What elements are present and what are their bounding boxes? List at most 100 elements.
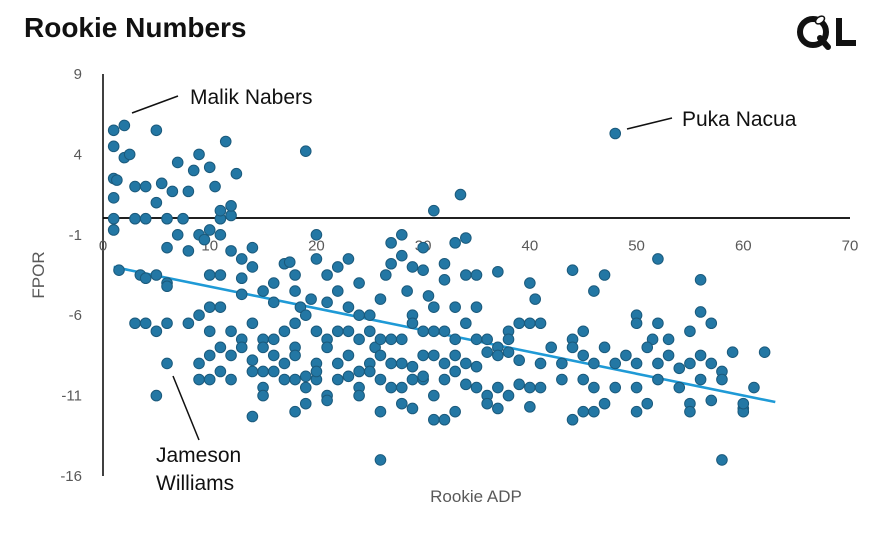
scatter-point: [449, 405, 461, 418]
scatter-point: [299, 381, 312, 394]
scatter-point: [428, 349, 440, 362]
scatter-point: [428, 204, 440, 217]
scatter-point: [716, 373, 728, 386]
scatter-point: [214, 269, 227, 281]
scatter-point: [470, 333, 483, 346]
scatter-point: [470, 381, 483, 394]
scatter-point: [182, 245, 195, 257]
scatter-point: [374, 373, 387, 386]
scatter-point: [609, 381, 622, 394]
scatter-point: [278, 325, 291, 338]
scatter-point: [449, 301, 461, 313]
scatter-point: [524, 317, 536, 330]
x-tick-label: 70: [842, 238, 859, 255]
scatter-point: [331, 285, 344, 297]
scatter-point: [289, 269, 301, 281]
scatter-point: [374, 405, 387, 418]
scatter-point: [379, 269, 392, 281]
scatter-point: [705, 357, 718, 370]
scatter-point: [150, 389, 163, 402]
scatter-point: [171, 229, 184, 241]
x-axis-label: Rookie ADP: [430, 487, 522, 506]
scatter-point: [171, 156, 184, 169]
scatter-point: [257, 285, 269, 297]
scatter-point: [278, 357, 291, 370]
scatter-point: [684, 325, 696, 338]
scatter-point: [107, 140, 120, 153]
scatter-point: [214, 365, 227, 378]
scatter-point: [620, 349, 632, 362]
scatter-point: [203, 325, 216, 338]
scatter-point: [385, 381, 397, 394]
scatter-point: [310, 253, 323, 265]
scatter-point: [470, 360, 483, 373]
x-tick-labels: 010203040506070: [99, 238, 859, 255]
scatter-point: [139, 317, 152, 330]
annotation-jameson-williams: Jameson Williams: [156, 444, 247, 495]
scatter-point: [694, 349, 707, 362]
scatter-point: [267, 349, 280, 362]
scatter-point: [374, 454, 387, 466]
scatter-point: [401, 285, 413, 297]
scatter-point: [353, 333, 365, 346]
scatter-point: [310, 229, 323, 241]
scatter-point: [438, 257, 451, 270]
scatter-point: [246, 317, 259, 330]
scatter-point: [662, 349, 675, 362]
scatter-point: [673, 362, 686, 375]
scatter-point: [566, 264, 579, 276]
scatter-point: [342, 301, 355, 313]
scatter-point: [209, 180, 221, 193]
scatter-point: [107, 124, 120, 137]
scatter-point: [150, 124, 163, 137]
scatter-point: [299, 145, 312, 157]
scatter-point: [150, 325, 163, 338]
scatter-point: [449, 349, 461, 362]
scatter-point: [492, 381, 504, 394]
scatter-point: [460, 232, 472, 244]
scatter-point: [630, 405, 643, 418]
scatter-point: [363, 309, 376, 322]
scatter-point: [129, 212, 141, 225]
scatter-point: [385, 333, 397, 346]
y-tick-labels: 9 4 -1 -6 -11 -16: [60, 66, 82, 485]
scatter-point: [321, 296, 333, 309]
scatter-point: [203, 224, 216, 236]
scatter-point: [219, 135, 232, 148]
scatter-point: [107, 212, 120, 225]
scatter-point: [481, 346, 493, 358]
scatter-point: [556, 357, 568, 370]
scatter-point: [177, 212, 189, 225]
scatter-point: [331, 325, 344, 338]
scatter-point: [417, 349, 429, 362]
scatter-point: [299, 370, 312, 383]
scatter-point: [449, 365, 461, 378]
scatter-point: [396, 249, 408, 262]
scatter-point: [257, 341, 269, 354]
scatter-point: [289, 317, 301, 330]
scatter-point: [331, 373, 344, 386]
scatter-point: [278, 373, 291, 386]
scatter-point: [107, 224, 120, 236]
scatter-point: [369, 341, 381, 354]
scatter-point: [758, 346, 771, 358]
scatter-point: [235, 272, 248, 285]
scatter-point: [396, 357, 408, 370]
scatter-point: [428, 325, 440, 338]
scatter-point: [235, 253, 248, 265]
scatter-point: [406, 402, 419, 415]
scatter-point: [652, 253, 664, 265]
annotation-leader-puka: [626, 117, 673, 130]
scatter-point: [588, 357, 600, 370]
scatter-point: [417, 370, 429, 383]
scatter-point: [353, 389, 365, 402]
scatter-point: [396, 381, 408, 394]
scatter-point: [502, 333, 515, 346]
scatter-point: [374, 293, 387, 305]
scatter-point: [460, 378, 472, 391]
scatter-point: [417, 325, 429, 338]
scatter-point: [235, 341, 248, 354]
scatter-point: [417, 241, 429, 254]
scatter-point: [150, 196, 163, 209]
scatter-point: [321, 269, 333, 281]
